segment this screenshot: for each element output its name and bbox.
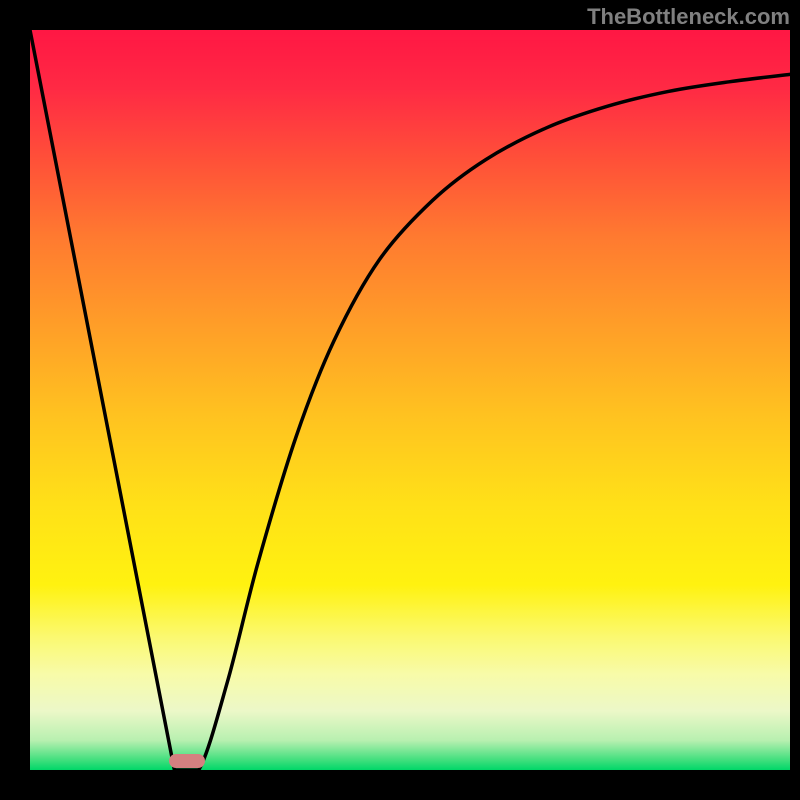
optimal-marker — [169, 754, 205, 768]
watermark-text: TheBottleneck.com — [587, 4, 790, 30]
plot-area — [30, 30, 790, 770]
chart-container: TheBottleneck.com — [0, 0, 800, 800]
curve-svg — [30, 30, 790, 770]
bottleneck-curve — [30, 30, 790, 770]
